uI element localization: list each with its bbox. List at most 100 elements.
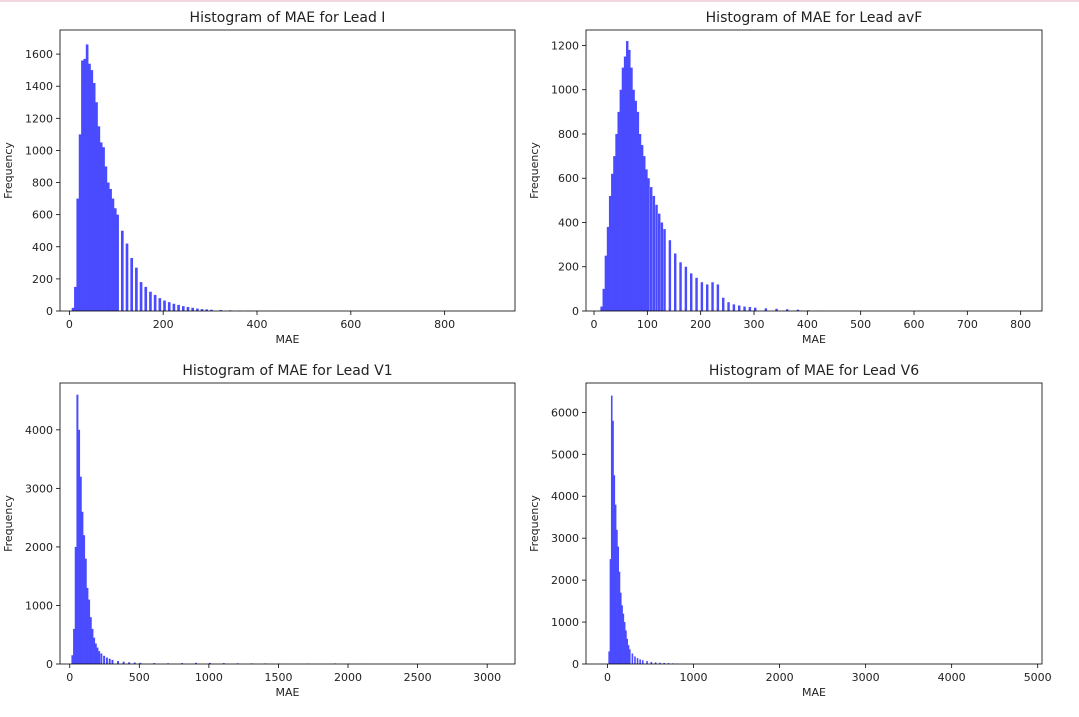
histogram-bar <box>122 661 125 664</box>
histogram-bar <box>88 63 91 311</box>
x-tick-label: 800 <box>1010 318 1031 331</box>
histogram-bar <box>722 297 725 311</box>
histogram-bar <box>634 656 636 664</box>
histogram-bar <box>90 70 94 311</box>
histogram-bar <box>618 571 621 664</box>
histogram-bar <box>76 394 79 664</box>
histogram-bar <box>626 41 629 312</box>
histogram-bar <box>78 134 82 311</box>
histogram-bar <box>748 307 752 311</box>
histogram-bar <box>626 638 629 664</box>
x-tick-label: 1500 <box>264 671 292 684</box>
x-tick-label: 0 <box>604 671 611 684</box>
chart-title: Histogram of MAE for Lead I <box>190 10 386 26</box>
histogram-bar <box>716 284 720 311</box>
histogram-bar <box>674 253 677 311</box>
y-axis-label: Frequency <box>2 495 15 552</box>
histogram-bar <box>84 558 87 665</box>
histogram-bar <box>158 298 162 311</box>
x-tick-label: 500 <box>850 318 871 331</box>
histogram-bar <box>636 658 639 664</box>
y-tick-label: 4000 <box>25 424 53 437</box>
histogram-bar <box>634 100 637 311</box>
histogram-bar <box>128 662 131 664</box>
histogram-bar <box>612 420 614 664</box>
histogram-bar <box>153 663 156 664</box>
histogram-bar <box>628 49 631 311</box>
histogram-bar <box>103 655 106 664</box>
histogram-bar <box>149 291 152 311</box>
x-tick-label: 0 <box>591 318 598 331</box>
x-tick-label: 600 <box>904 318 925 331</box>
histogram-bar <box>93 637 96 664</box>
histogram-bar <box>99 142 103 311</box>
histogram-bar <box>81 60 84 312</box>
histogram-bar <box>614 504 617 664</box>
histogram-bar <box>764 308 768 311</box>
x-tick-label: 1000 <box>680 671 708 684</box>
axes-frame <box>585 29 1043 312</box>
histogram-bar <box>732 304 736 311</box>
histogram-bar <box>177 304 180 311</box>
histogram-bar <box>619 89 623 312</box>
histogram-bar <box>663 662 666 664</box>
histogram-bar <box>135 267 138 311</box>
histogram-bar <box>617 546 619 664</box>
histogram-bar <box>83 58 87 312</box>
y-tick-label: 200 <box>558 261 579 274</box>
y-tick-label: 1000 <box>551 616 579 629</box>
histogram-bar <box>181 306 185 311</box>
x-tick-label: 0 <box>66 318 73 331</box>
histogram-bar <box>208 662 211 664</box>
histogram-bar <box>196 308 199 311</box>
histogram-bar <box>679 262 682 311</box>
histogram-bar <box>609 559 612 664</box>
x-tick-label: 400 <box>797 318 818 331</box>
histogram-bar <box>706 284 709 311</box>
histogram-bar <box>74 286 77 311</box>
x-tick-label: 2500 <box>404 671 432 684</box>
histogram-bar <box>71 307 75 311</box>
histogram-bar <box>645 169 648 311</box>
histogram-bar <box>796 309 800 311</box>
histogram-bar <box>613 156 616 311</box>
histogram-bar <box>617 111 620 312</box>
histogram-bar <box>632 89 635 312</box>
histogram-bar <box>111 198 115 311</box>
histogram-bar <box>106 182 110 311</box>
x-axis-label: MAE <box>276 333 300 346</box>
y-tick-label: 400 <box>558 216 579 229</box>
histogram-bar <box>754 307 757 311</box>
x-tick-label: 4000 <box>938 671 966 684</box>
x-axis-label: MAE <box>802 333 826 346</box>
histogram-bar <box>94 643 97 664</box>
histogram-bar <box>205 309 209 311</box>
histogram-bar <box>630 67 633 311</box>
histogram-bar <box>163 300 166 311</box>
histogram-bar <box>111 659 114 664</box>
y-tick-label: 0 <box>46 305 53 318</box>
histogram-bar <box>105 657 108 664</box>
x-tick-label: 400 <box>247 318 268 331</box>
x-tick-label: 800 <box>434 318 455 331</box>
axes-frame <box>585 382 1043 665</box>
histogram-bar <box>775 308 778 311</box>
histogram-bar <box>172 303 176 311</box>
y-tick-label: 800 <box>558 128 579 141</box>
histogram-bar <box>627 645 630 664</box>
histogram-bar <box>76 198 80 311</box>
histogram-bar <box>711 282 714 311</box>
histogram-bar <box>102 147 105 311</box>
y-axis-label: Frequency <box>528 495 541 552</box>
histogram-bar <box>638 133 642 311</box>
histogram-bar <box>120 230 124 311</box>
y-tick-label: 1000 <box>25 144 53 157</box>
histogram-bar <box>786 309 789 311</box>
chart-title: Histogram of MAE for Lead V1 <box>182 363 392 379</box>
top-border-line <box>0 0 1079 2</box>
histogram-bar <box>650 661 653 664</box>
y-tick-label: 1200 <box>551 39 579 52</box>
histogram-bar <box>88 599 91 664</box>
histogram-bar <box>210 309 213 311</box>
x-tick-label: 5000 <box>1024 671 1052 684</box>
